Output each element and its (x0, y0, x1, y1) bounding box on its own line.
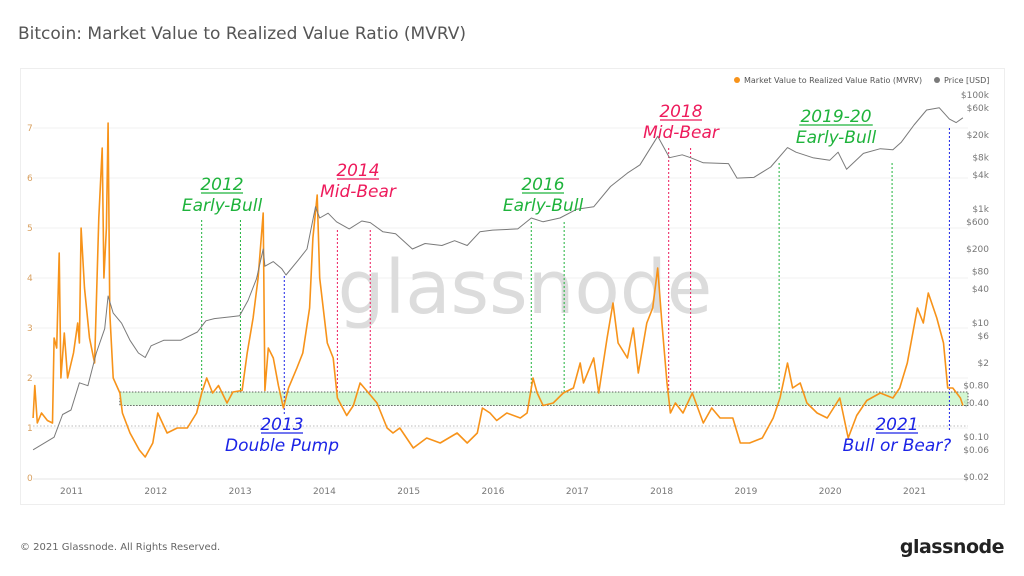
chart-title: Bitcoin: Market Value to Realized Value … (18, 24, 466, 44)
annotation-label: Early-Bull (182, 196, 263, 216)
annotation-label: Mid-Bear (643, 123, 720, 143)
y-right-tick-label: $8k (972, 154, 989, 164)
x-tick-label: 2011 (60, 487, 83, 497)
y-right-tick-label: $2 (978, 359, 989, 369)
annotation-year: 2014 (336, 161, 379, 181)
annotation-year: 2021 (875, 415, 918, 435)
y-right-tick-label: $0.40 (963, 399, 989, 409)
price-line (32, 107, 964, 451)
y-right-tick-label: $1k (972, 205, 989, 215)
legend-price-label: Price [USD] (944, 76, 989, 85)
y-right-tick-label: $4k (972, 171, 989, 181)
x-tick-label: 2012 (144, 487, 167, 497)
annotation-label: Bull or Bear? (843, 436, 952, 456)
mvrv-line (32, 122, 964, 458)
annotation-label: Early-Bull (796, 128, 877, 148)
x-tick-label: 2017 (566, 487, 589, 497)
y-right-tick-label: $100k (961, 91, 990, 101)
y-right-tick-label: $600 (966, 218, 989, 228)
y-right-tick-label: $60k (967, 104, 990, 114)
y-left-tick-label: 4 (27, 274, 33, 284)
chart-panel (20, 68, 1005, 505)
y-right-tick-label: $80 (972, 268, 989, 278)
x-tick-label: 2015 (397, 487, 420, 497)
y-right-tick-label: $0.02 (963, 473, 989, 483)
y-right-tick-label: $0.06 (963, 446, 989, 456)
annotation-year: 2016 (521, 175, 564, 195)
annotation-year: 2018 (659, 102, 702, 122)
y-left-tick-label: 7 (27, 124, 33, 134)
legend-mvrv-marker (734, 77, 740, 83)
y-right-tick-label: $20k (967, 131, 990, 141)
x-tick-label: 2016 (482, 487, 505, 497)
copyright-footer: © 2021 Glassnode. All Rights Reserved. (20, 542, 221, 553)
glassnode-logo: glassnode (899, 536, 1005, 558)
y-right-tick-label: $200 (966, 245, 989, 255)
annotation-year: 2019-20 (800, 107, 871, 127)
y-right-tick-label: $10 (972, 319, 989, 329)
x-tick-label: 2021 (903, 487, 926, 497)
annotation-label: Double Pump (225, 436, 339, 456)
x-tick-label: 2013 (229, 487, 252, 497)
y-left-tick-label: 1 (27, 424, 33, 434)
x-tick-label: 2018 (650, 487, 673, 497)
annotation-label: Mid-Bear (320, 182, 397, 202)
x-tick-label: 2019 (734, 487, 757, 497)
legend-mvrv-label: Market Value to Realized Value Ratio (MV… (744, 76, 922, 85)
annotation-label: Early-Bull (503, 196, 584, 216)
y-right-tick-label: $6 (978, 332, 990, 342)
annotation-year: 2012 (200, 175, 243, 195)
legend-price-marker (934, 77, 940, 83)
y-left-tick-label: 3 (27, 324, 33, 334)
y-left-tick-label: 6 (27, 174, 33, 184)
watermark: glassnode (338, 245, 713, 331)
x-tick-label: 2020 (819, 487, 842, 497)
y-right-tick-label: $40 (972, 285, 989, 295)
y-left-tick-label: 5 (27, 224, 33, 234)
y-left-tick-label: 2 (27, 374, 33, 384)
y-right-tick-label: $0.80 (963, 382, 989, 392)
y-right-tick-label: $0.10 (963, 433, 989, 443)
annotation-year: 2013 (260, 415, 303, 435)
x-tick-label: 2014 (313, 487, 336, 497)
y-left-tick-label: 0 (27, 474, 33, 484)
